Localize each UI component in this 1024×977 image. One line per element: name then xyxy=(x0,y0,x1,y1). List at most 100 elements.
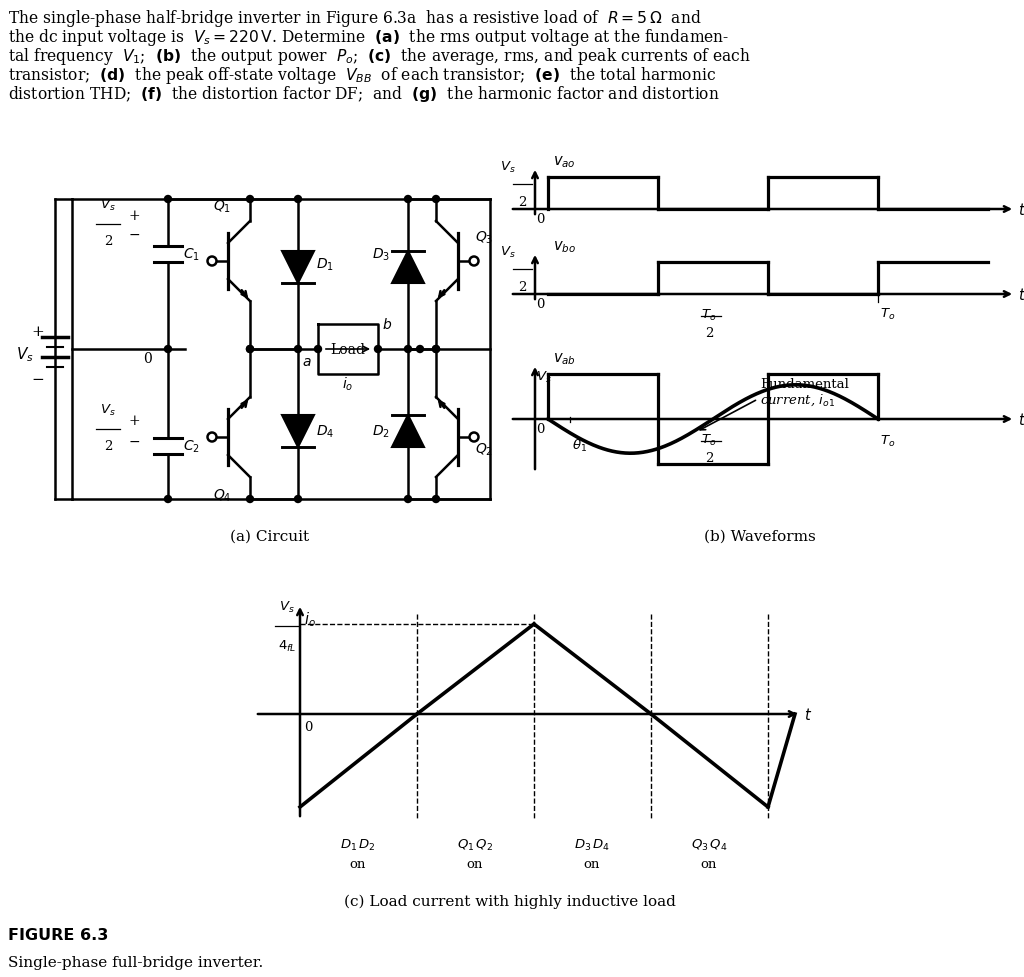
Text: $a$: $a$ xyxy=(302,355,312,368)
Text: (b) Waveforms: (b) Waveforms xyxy=(705,530,816,543)
Text: $V_s$: $V_s$ xyxy=(501,244,516,260)
Circle shape xyxy=(295,496,301,503)
Text: $D_2$: $D_2$ xyxy=(372,423,390,440)
Text: on: on xyxy=(700,857,717,871)
Text: $Q_1$: $Q_1$ xyxy=(213,198,231,215)
Text: $-$: $-$ xyxy=(128,434,140,447)
Text: $-$: $-$ xyxy=(128,227,140,240)
Text: $V_s$: $V_s$ xyxy=(536,369,552,384)
Circle shape xyxy=(469,257,478,266)
Text: the dc input voltage is  $V_s = 220\,\mathrm{V}$. Determine  $\mathbf{(a)}$  the: the dc input voltage is $V_s = 220\,\mat… xyxy=(8,27,729,48)
Text: $V_s$: $V_s$ xyxy=(16,345,34,364)
Text: 2: 2 xyxy=(518,195,526,209)
Text: Fundamental: Fundamental xyxy=(760,378,849,391)
Polygon shape xyxy=(392,415,424,447)
Text: $v_{bo}$: $v_{bo}$ xyxy=(553,239,575,255)
Text: $D_4$: $D_4$ xyxy=(316,423,334,440)
Text: $Q_2$: $Q_2$ xyxy=(475,442,494,458)
Text: $i_o$: $i_o$ xyxy=(304,610,315,628)
Text: $4_{fL}$: $4_{fL}$ xyxy=(278,638,296,654)
Circle shape xyxy=(469,433,478,442)
Circle shape xyxy=(404,346,412,353)
Text: on: on xyxy=(584,857,600,871)
Text: +: + xyxy=(128,209,139,223)
Circle shape xyxy=(404,196,412,203)
Circle shape xyxy=(247,346,254,353)
Text: $V_s$: $V_s$ xyxy=(501,159,516,175)
Text: +: + xyxy=(32,324,44,339)
Text: $-$: $-$ xyxy=(32,370,45,385)
Circle shape xyxy=(247,196,254,203)
Text: $D_1\,D_2$: $D_1\,D_2$ xyxy=(340,837,376,852)
Text: $D_3$: $D_3$ xyxy=(372,246,390,263)
Text: $V_s$: $V_s$ xyxy=(100,403,116,417)
Polygon shape xyxy=(282,415,314,447)
Text: transistor;  $\mathbf{(d)}$  the peak off-state voltage  $V_{BB}$  of each trans: transistor; $\mathbf{(d)}$ the peak off-… xyxy=(8,64,716,86)
Polygon shape xyxy=(282,252,314,283)
Circle shape xyxy=(314,346,322,353)
Text: $C_2$: $C_2$ xyxy=(183,439,200,454)
Text: 2: 2 xyxy=(103,440,113,452)
Text: (c) Load current with highly inductive load: (c) Load current with highly inductive l… xyxy=(344,894,676,909)
Text: $D_1$: $D_1$ xyxy=(316,257,334,273)
Text: $i_o$: $i_o$ xyxy=(342,375,353,393)
Text: Single-phase full-bridge inverter.: Single-phase full-bridge inverter. xyxy=(8,956,263,969)
Text: $T_o$: $T_o$ xyxy=(701,433,717,447)
Text: $Q_1\,Q_2$: $Q_1\,Q_2$ xyxy=(457,837,494,852)
Text: $\theta_1$: $\theta_1$ xyxy=(572,438,587,453)
Polygon shape xyxy=(392,252,424,283)
Text: (a) Circuit: (a) Circuit xyxy=(230,530,309,543)
Circle shape xyxy=(247,346,254,353)
Circle shape xyxy=(417,346,424,353)
Circle shape xyxy=(208,257,216,266)
Circle shape xyxy=(295,196,301,203)
Text: 2: 2 xyxy=(705,326,713,340)
Text: $C_1$: $C_1$ xyxy=(183,246,200,263)
Text: 0: 0 xyxy=(536,213,545,226)
Text: on: on xyxy=(467,857,483,871)
Text: $D_3\,D_4$: $D_3\,D_4$ xyxy=(573,837,610,852)
Text: $Q_4$: $Q_4$ xyxy=(213,488,231,504)
Text: $V_s$: $V_s$ xyxy=(100,197,116,213)
Text: 0: 0 xyxy=(143,352,152,365)
Text: tal frequency  $V_1$;  $\mathbf{(b)}$  the output power  $P_o$;  $\mathbf{(c)}$ : tal frequency $V_1$; $\mathbf{(b)}$ the … xyxy=(8,46,751,67)
Circle shape xyxy=(165,346,171,353)
Circle shape xyxy=(375,346,382,353)
Text: 2: 2 xyxy=(103,234,113,248)
Text: current, $i_{o1}$: current, $i_{o1}$ xyxy=(760,392,836,407)
Text: $v_{ab}$: $v_{ab}$ xyxy=(553,351,575,366)
Circle shape xyxy=(432,346,439,353)
Text: distortion THD;  $\mathbf{(f)}$  the distortion factor DF;  and  $\mathbf{(g)}$ : distortion THD; $\mathbf{(f)}$ the disto… xyxy=(8,84,720,104)
Circle shape xyxy=(295,346,301,353)
Text: $t$: $t$ xyxy=(1018,286,1024,303)
Text: $t$: $t$ xyxy=(1018,202,1024,218)
Text: FIGURE 6.3: FIGURE 6.3 xyxy=(8,927,109,942)
Text: 0: 0 xyxy=(536,298,545,311)
Text: Load: Load xyxy=(331,343,366,357)
Text: $T_o$: $T_o$ xyxy=(880,307,895,321)
Text: $t$: $t$ xyxy=(804,706,812,722)
Text: +: + xyxy=(128,413,139,428)
Text: $V_s$: $V_s$ xyxy=(280,599,295,615)
Circle shape xyxy=(247,496,254,503)
Text: $b$: $b$ xyxy=(382,317,392,331)
Text: on: on xyxy=(350,857,367,871)
Circle shape xyxy=(208,433,216,442)
Circle shape xyxy=(432,496,439,503)
Circle shape xyxy=(432,346,439,353)
Text: $T_o$: $T_o$ xyxy=(880,434,895,448)
Text: 2: 2 xyxy=(705,451,713,464)
Text: The single-phase half-bridge inverter in Figure 6.3a  has a resistive load of  $: The single-phase half-bridge inverter in… xyxy=(8,8,701,29)
Text: 0: 0 xyxy=(536,423,545,436)
Circle shape xyxy=(432,196,439,203)
Text: 2: 2 xyxy=(518,280,526,294)
Circle shape xyxy=(404,496,412,503)
Text: $t$: $t$ xyxy=(1018,411,1024,428)
Circle shape xyxy=(165,196,171,203)
Circle shape xyxy=(165,496,171,503)
Text: $Q_3\,Q_4$: $Q_3\,Q_4$ xyxy=(691,837,727,852)
Text: $Q_3$: $Q_3$ xyxy=(475,230,494,246)
Text: 0: 0 xyxy=(304,720,312,734)
Text: $T_o$: $T_o$ xyxy=(701,308,717,322)
Text: $v_{ao}$: $v_{ao}$ xyxy=(553,154,575,170)
